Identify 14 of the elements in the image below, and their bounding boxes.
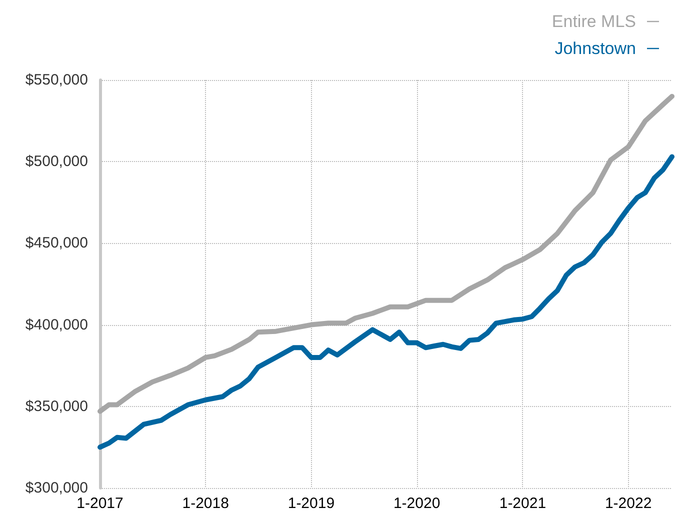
- y-tick-label: $500,000: [25, 153, 88, 170]
- legend-label: Johnstown: [554, 39, 636, 58]
- x-tick-label: 1-2018: [182, 495, 229, 512]
- y-tick-label: $300,000: [25, 480, 88, 496]
- x-tick-label: 1-2020: [393, 495, 440, 512]
- y-tick-label: $400,000: [25, 316, 88, 334]
- x-tick-label: 1-2021: [499, 495, 546, 512]
- x-tick-label: 1-2017: [76, 495, 124, 512]
- y-tick-label: $350,000: [25, 398, 88, 415]
- legend-label: Entire MLS: [552, 12, 636, 31]
- y-tick-label: $450,000: [25, 234, 88, 252]
- x-tick-label: 1-2019: [288, 495, 335, 512]
- x-tick-label: 1-2022: [604, 495, 652, 512]
- y-tick-label: $550,000: [25, 72, 88, 88]
